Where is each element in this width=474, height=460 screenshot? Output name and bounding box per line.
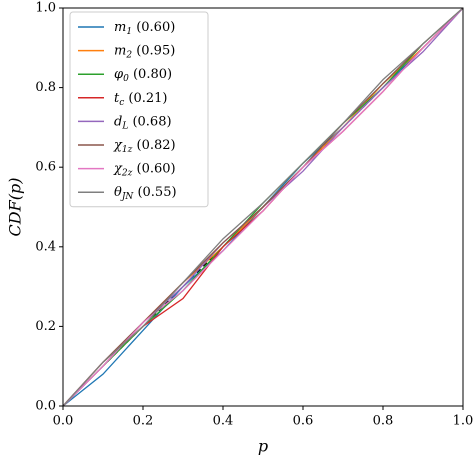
x-tick-label: 0.4 bbox=[213, 414, 234, 429]
y-tick-label: 0.8 bbox=[35, 80, 56, 95]
series-line bbox=[62, 7, 464, 407]
legend-label: φ0 (0.80) bbox=[114, 67, 172, 84]
legend-label: χ2z (0.60) bbox=[113, 161, 176, 178]
legend-label: θJN (0.55) bbox=[114, 185, 177, 202]
x-tick-label: 0.2 bbox=[133, 414, 154, 429]
x-tick-label: 0.0 bbox=[53, 414, 74, 429]
y-tick-label: 1.0 bbox=[35, 1, 56, 16]
y-tick-label: 0.2 bbox=[35, 319, 56, 334]
plot-frame bbox=[62, 7, 464, 407]
y-tick-label: 0.6 bbox=[35, 160, 56, 175]
legend-label: tc (0.21) bbox=[114, 90, 168, 107]
y-tick-label: 0.0 bbox=[35, 399, 56, 414]
legend-label: m1 (0.60) bbox=[114, 20, 175, 37]
y-tick-label: 0.4 bbox=[35, 239, 56, 254]
x-axis-label: p bbox=[258, 437, 268, 456]
x-tick-label: 0.8 bbox=[373, 414, 394, 429]
legend-label: χ1z (0.82) bbox=[113, 138, 176, 155]
legend-box bbox=[69, 11, 209, 208]
legend-label: m2 (0.95) bbox=[114, 43, 175, 60]
x-tick-label: 0.6 bbox=[293, 414, 314, 429]
x-tick-label: 1.0 bbox=[453, 414, 474, 429]
series-line bbox=[62, 7, 464, 407]
series-line bbox=[62, 7, 464, 407]
legend-label: dL (0.68) bbox=[114, 114, 172, 131]
y-axis-label: CDF(p) bbox=[6, 178, 25, 237]
